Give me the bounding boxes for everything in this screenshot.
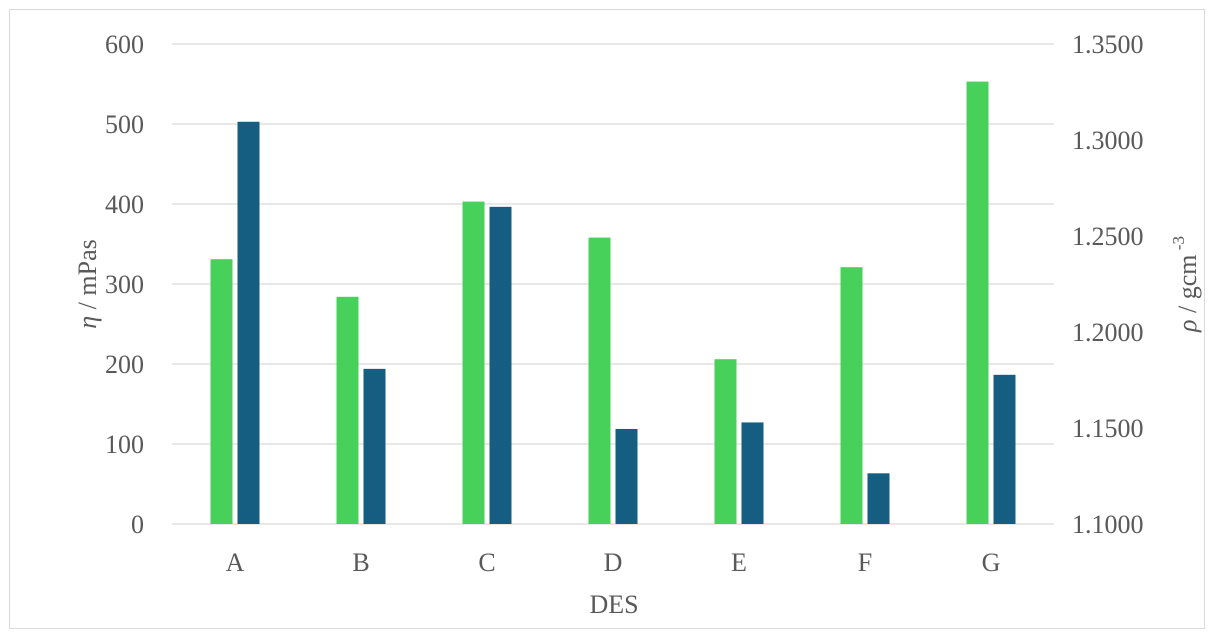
bar-viscosity-F — [840, 267, 863, 524]
bar-density-C — [489, 206, 512, 525]
left-tick-label: 200 — [105, 350, 144, 379]
bar-viscosity-A — [210, 259, 233, 524]
bar-viscosity-E — [714, 359, 737, 524]
right-axis-title: ρ / gcm -3 — [1169, 236, 1202, 333]
left-axis-title: η / mPas — [73, 239, 102, 328]
x-tick-label: A — [226, 548, 245, 577]
right-tick-label: 1.3500 — [1072, 30, 1144, 59]
left-axis-unit: / mPas — [73, 239, 102, 316]
right-axis-unit: / gcm — [1173, 254, 1202, 319]
right-tick-label: 1.1000 — [1072, 510, 1144, 539]
gridlines — [172, 43, 1054, 525]
bar-density-B — [363, 368, 386, 524]
right-axis-unit-exponent: -3 — [1169, 236, 1188, 254]
left-tick-label: 400 — [105, 190, 144, 219]
right-tick-label: 1.1500 — [1072, 414, 1144, 443]
x-tick-label: F — [858, 548, 872, 577]
bar-viscosity-C — [462, 201, 485, 524]
bar-density-A — [237, 121, 260, 524]
left-tick-label: 0 — [131, 510, 144, 539]
x-tick-label: G — [982, 548, 1001, 577]
bar-viscosity-B — [336, 296, 359, 524]
right-tick-label: 1.2000 — [1072, 318, 1144, 347]
bar-density-F — [867, 473, 890, 524]
x-tick-label: D — [604, 548, 623, 577]
x-axis-title: DES — [589, 590, 638, 619]
bar-density-D — [615, 428, 638, 524]
left-tick-label: 300 — [105, 270, 144, 299]
right-axis-ticks: 1.1000 1.1500 1.2000 1.2500 1.3000 1.3500 — [1072, 30, 1144, 539]
left-axis-symbol: η — [73, 316, 102, 329]
left-tick-label: 500 — [105, 110, 144, 139]
bar-viscosity-G — [966, 81, 989, 524]
bar-viscosity-D — [588, 237, 611, 524]
right-axis-symbol: ρ — [1173, 319, 1202, 332]
bar-density-G — [993, 374, 1016, 524]
bars — [210, 81, 1016, 525]
left-axis-ticks: 0 100 200 300 400 500 600 — [105, 30, 144, 539]
right-tick-label: 1.2500 — [1072, 222, 1144, 251]
right-tick-label: 1.3000 — [1072, 126, 1144, 155]
x-tick-label: C — [478, 548, 495, 577]
x-tick-label: B — [352, 548, 369, 577]
x-axis-ticks: A B C D E F G — [226, 548, 1001, 577]
x-tick-label: E — [731, 548, 747, 577]
left-tick-label: 100 — [105, 430, 144, 459]
bar-density-E — [741, 422, 764, 524]
left-tick-label: 600 — [105, 30, 144, 59]
